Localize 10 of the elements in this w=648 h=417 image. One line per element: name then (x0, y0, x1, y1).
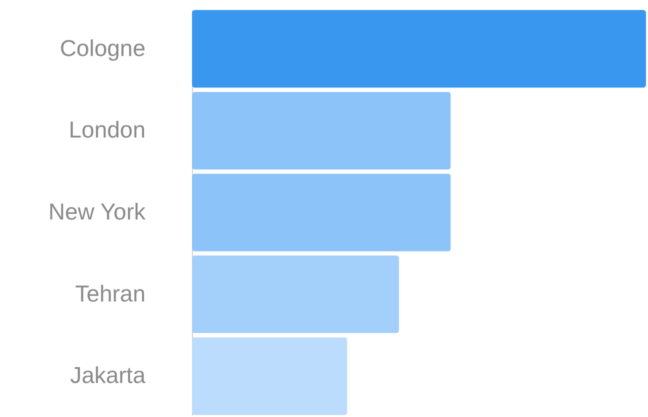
bar (192, 92, 451, 170)
bar (192, 337, 348, 415)
bar (192, 255, 400, 334)
y-tick-label: Cologne (60, 34, 146, 61)
y-tick-label: Tehran (75, 280, 146, 306)
bar (192, 174, 451, 252)
y-tick-label: New York (48, 198, 146, 224)
bar (192, 10, 646, 88)
y-tick-label: London (68, 116, 146, 143)
y-tick-label: Jakarta (70, 362, 146, 388)
